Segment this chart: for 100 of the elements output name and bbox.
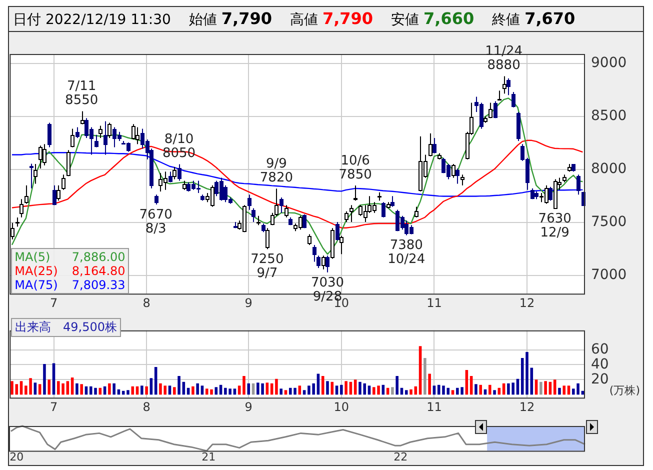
y-tick-label: 20 (591, 371, 609, 388)
y-axis-title: (万株) (609, 384, 640, 397)
bar (530, 368, 534, 395)
candlestick (76, 126, 80, 138)
annotation: 9/9 7820 (260, 156, 294, 186)
candlestick (62, 174, 66, 190)
x-tick-label: 9 (244, 400, 252, 414)
bar (410, 389, 412, 395)
candlestick (308, 234, 312, 246)
x-tick-label: 20 (10, 450, 24, 464)
candlestick (42, 144, 46, 166)
bar (108, 383, 111, 395)
candlestick (502, 76, 506, 94)
candlestick (16, 216, 20, 228)
annotation: 8,164.80 (72, 264, 126, 278)
y-tick-label: 7000 (591, 267, 627, 284)
y-tick-label: 8500 (591, 108, 627, 124)
candlestick (302, 214, 306, 229)
candlestick (132, 124, 136, 140)
bar (330, 382, 334, 395)
bar (424, 358, 426, 395)
candlestick (498, 90, 502, 100)
bar (76, 383, 78, 395)
x-tick-label: 12 (519, 296, 535, 310)
bar (354, 380, 357, 395)
bar (48, 380, 51, 395)
text: 高値 7,790 (290, 9, 374, 28)
candlestick (280, 197, 284, 214)
bar (112, 383, 116, 395)
bar (567, 386, 570, 395)
annotation: 7670 8/3 (139, 207, 172, 236)
bar (126, 390, 130, 395)
bar (196, 383, 199, 395)
bar (335, 386, 338, 395)
x-tick-label: 9 (244, 296, 252, 310)
candlestick (178, 164, 182, 182)
bar (396, 376, 398, 395)
candlestick (168, 171, 172, 183)
candlestick (20, 198, 24, 218)
bar (280, 388, 282, 395)
bar (172, 387, 176, 395)
y-tick-label: 60 (591, 341, 609, 358)
bar (404, 390, 408, 395)
candlestick (312, 244, 316, 262)
candlestick (24, 184, 28, 204)
bar (540, 382, 542, 395)
candlestick (94, 134, 98, 148)
chart-title: 日付 2022/12/19 11:30 (13, 12, 171, 28)
bar (43, 364, 46, 395)
annotation: 7630 12/9 (538, 212, 572, 241)
bar (344, 381, 348, 395)
bar (340, 384, 343, 395)
bar (214, 387, 218, 395)
candlestick (80, 110, 84, 125)
candlestick (104, 120, 108, 156)
bar (432, 386, 436, 395)
bar (131, 386, 134, 395)
bar (391, 387, 394, 395)
bar (493, 390, 496, 395)
bar (34, 382, 37, 395)
candlestick (344, 210, 348, 223)
candlestick (52, 184, 56, 206)
candlestick (512, 92, 516, 108)
chart-title: 出来高 49,500株 (11, 318, 121, 337)
candlestick (284, 204, 288, 218)
bar (150, 378, 153, 395)
annotation: 7,809.33 (72, 278, 126, 292)
candlestick (354, 184, 358, 202)
y-tick-label: 9000 (591, 55, 627, 72)
candlestick (182, 180, 186, 190)
candlestick (432, 137, 436, 154)
candlestick (382, 202, 386, 218)
text: 安値 7,660 (391, 9, 474, 28)
candlestick (506, 78, 510, 96)
candlestick (256, 215, 260, 226)
candlestick (56, 184, 60, 202)
candlestick (34, 163, 38, 184)
bar (168, 386, 172, 395)
bar (562, 386, 566, 395)
bar (145, 386, 148, 395)
candlestick (30, 163, 34, 189)
text: 終値 7,670 (492, 9, 576, 28)
x-tick-label: 8 (142, 400, 150, 414)
candlestick (336, 222, 340, 241)
x-tick-label: 21 (202, 450, 216, 464)
text: 始値 7,790 (188, 9, 272, 28)
bar (192, 386, 194, 395)
bar (38, 384, 42, 395)
candlestick (248, 194, 252, 210)
candlestick (340, 235, 344, 255)
bar (474, 384, 478, 395)
bar (451, 390, 454, 395)
text: MA(75) (14, 278, 58, 292)
annotation: 7380 10/24 (388, 238, 426, 268)
x-tick-label: 7 (50, 296, 58, 310)
x-tick-label: 22 (394, 450, 408, 464)
x-tick-label: 11 (426, 296, 442, 310)
candlestick (48, 122, 52, 148)
x-tick-label: 8 (142, 296, 150, 310)
candlestick (108, 122, 112, 138)
